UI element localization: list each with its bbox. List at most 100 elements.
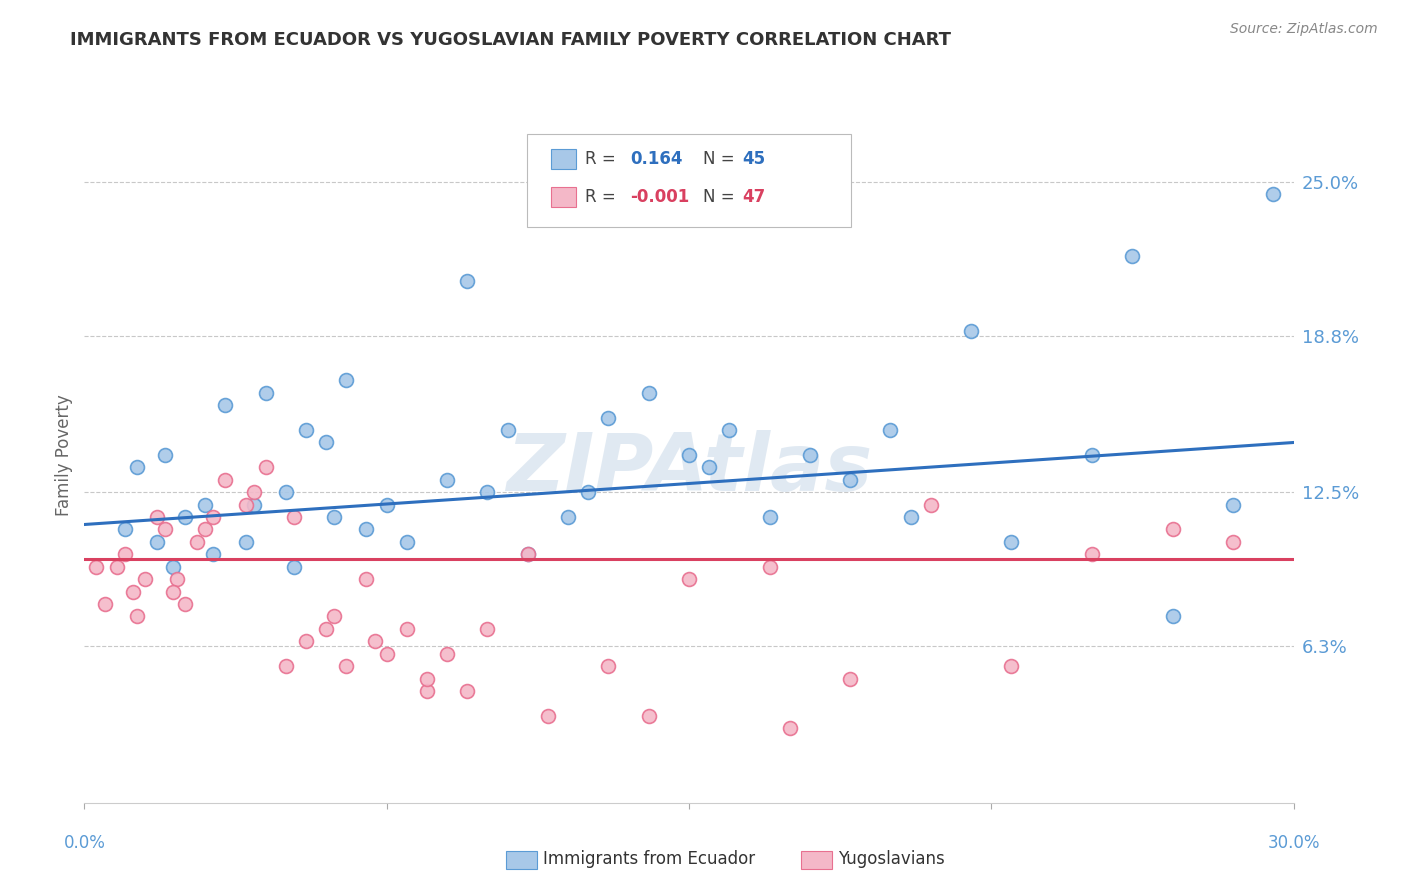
- Text: 45: 45: [742, 150, 765, 168]
- Point: [637, 708, 659, 723]
- Text: -0.001: -0.001: [630, 188, 689, 206]
- Text: Source: ZipAtlas.com: Source: ZipAtlas.com: [1230, 22, 1378, 37]
- Point: [1121, 249, 1143, 263]
- Point: [356, 523, 378, 537]
- Point: [1161, 523, 1184, 537]
- Text: 30.0%: 30.0%: [1267, 834, 1320, 852]
- Point: [516, 547, 538, 561]
- Point: [960, 324, 983, 338]
- Point: [758, 559, 780, 574]
- Point: [202, 547, 225, 561]
- Point: [1161, 609, 1184, 624]
- Point: [162, 559, 184, 574]
- Point: [1000, 535, 1022, 549]
- Point: [295, 423, 318, 437]
- Point: [125, 460, 148, 475]
- Point: [477, 622, 499, 636]
- Point: [1081, 547, 1104, 561]
- Point: [839, 473, 862, 487]
- Point: [114, 523, 136, 537]
- Point: [576, 485, 599, 500]
- Point: [242, 498, 264, 512]
- Point: [162, 584, 184, 599]
- Point: [174, 510, 197, 524]
- Text: 0.0%: 0.0%: [63, 834, 105, 852]
- Point: [323, 609, 346, 624]
- Text: Yugoslavians: Yugoslavians: [838, 850, 945, 868]
- Point: [235, 498, 257, 512]
- Point: [254, 385, 277, 400]
- Point: [283, 510, 305, 524]
- Point: [214, 473, 236, 487]
- Point: [335, 373, 357, 387]
- Text: Immigrants from Ecuador: Immigrants from Ecuador: [543, 850, 755, 868]
- Text: N =: N =: [703, 150, 734, 168]
- Text: R =: R =: [585, 150, 616, 168]
- Point: [1222, 498, 1244, 512]
- Point: [134, 572, 156, 586]
- Point: [214, 398, 236, 412]
- Point: [416, 672, 439, 686]
- Point: [477, 485, 499, 500]
- Point: [114, 547, 136, 561]
- Point: [637, 385, 659, 400]
- Point: [323, 510, 346, 524]
- Point: [153, 523, 176, 537]
- Point: [356, 572, 378, 586]
- Point: [363, 634, 385, 648]
- Point: [235, 535, 257, 549]
- Point: [202, 510, 225, 524]
- Point: [537, 708, 560, 723]
- Text: IMMIGRANTS FROM ECUADOR VS YUGOSLAVIAN FAMILY POVERTY CORRELATION CHART: IMMIGRANTS FROM ECUADOR VS YUGOSLAVIAN F…: [70, 31, 952, 49]
- Point: [105, 559, 128, 574]
- Point: [375, 647, 398, 661]
- Point: [315, 622, 337, 636]
- Point: [315, 435, 337, 450]
- Point: [697, 460, 720, 475]
- Text: 0.164: 0.164: [630, 150, 682, 168]
- Point: [283, 559, 305, 574]
- Point: [598, 410, 620, 425]
- Point: [436, 473, 458, 487]
- Point: [93, 597, 115, 611]
- Point: [678, 572, 700, 586]
- Point: [295, 634, 318, 648]
- Point: [416, 684, 439, 698]
- Text: N =: N =: [703, 188, 734, 206]
- Point: [779, 721, 801, 735]
- Point: [516, 547, 538, 561]
- Point: [496, 423, 519, 437]
- Point: [395, 535, 418, 549]
- Point: [718, 423, 741, 437]
- Point: [598, 659, 620, 673]
- Point: [125, 609, 148, 624]
- Point: [1081, 448, 1104, 462]
- Point: [153, 448, 176, 462]
- Point: [456, 684, 478, 698]
- Point: [186, 535, 208, 549]
- Point: [879, 423, 901, 437]
- Point: [146, 535, 169, 549]
- Point: [335, 659, 357, 673]
- Point: [395, 622, 418, 636]
- Point: [900, 510, 922, 524]
- Point: [194, 498, 217, 512]
- Point: [456, 274, 478, 288]
- Point: [274, 659, 297, 673]
- Point: [194, 523, 217, 537]
- Text: ZIPAtlas: ZIPAtlas: [506, 430, 872, 508]
- Point: [274, 485, 297, 500]
- Point: [1000, 659, 1022, 673]
- Point: [758, 510, 780, 524]
- Text: R =: R =: [585, 188, 616, 206]
- Point: [254, 460, 277, 475]
- Text: 47: 47: [742, 188, 766, 206]
- Point: [839, 672, 862, 686]
- Point: [799, 448, 821, 462]
- Point: [557, 510, 579, 524]
- Point: [1263, 187, 1285, 202]
- Point: [678, 448, 700, 462]
- Point: [920, 498, 942, 512]
- Point: [174, 597, 197, 611]
- Point: [375, 498, 398, 512]
